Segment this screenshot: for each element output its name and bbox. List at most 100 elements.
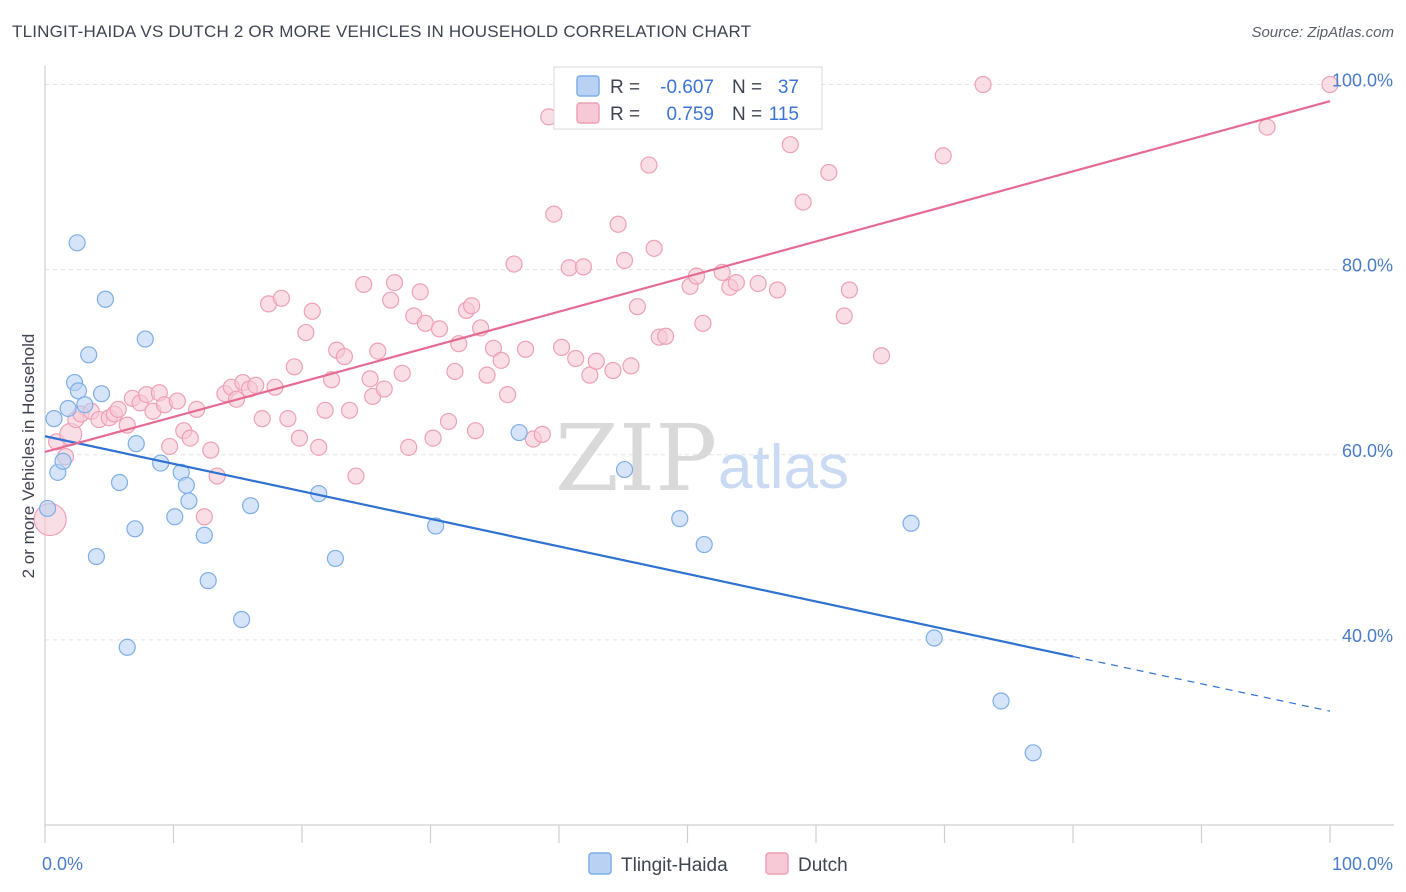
tlingit-haida-point <box>925 629 943 647</box>
dutch-point <box>581 366 599 384</box>
tlingit-haida-point <box>233 610 251 629</box>
dutch-point <box>820 163 838 182</box>
dutch-point <box>347 467 365 485</box>
dutch-point <box>545 205 563 223</box>
tlingit-haida-point <box>68 234 86 252</box>
tlingit-haida-point <box>96 290 114 308</box>
dutch-point <box>195 508 213 526</box>
trend-lines <box>44 100 1331 712</box>
dutch-point <box>400 438 418 456</box>
tlingit-haida-point <box>69 382 88 400</box>
dutch-point <box>567 349 585 368</box>
tlingit-haida-point <box>92 385 111 403</box>
legend-n-label-1: N = <box>732 77 762 98</box>
dutch-point <box>181 429 199 447</box>
dutch-point <box>303 302 321 320</box>
y-tick-label: 100.0% <box>1332 71 1393 91</box>
dutch-point <box>727 273 745 292</box>
dutch-trend-line <box>44 100 1331 454</box>
tlingit-haida-point <box>110 473 129 492</box>
y-tick-label: 60.0% <box>1342 441 1393 461</box>
dutch-point <box>446 362 464 381</box>
tlingit-haida-point <box>992 692 1010 710</box>
dutch-point <box>781 136 799 154</box>
dutch-point <box>411 283 429 301</box>
dutch-point <box>516 340 535 358</box>
series-label-dutch: Dutch <box>798 855 848 876</box>
dutch-point <box>1321 75 1339 94</box>
tlingit-haida-point <box>136 330 154 348</box>
tlingit-haida-point <box>59 399 77 418</box>
axes <box>44 66 1394 843</box>
tlingit-haida-point <box>118 638 136 656</box>
dutch-point <box>247 376 265 394</box>
y-tick-label: 80.0% <box>1342 256 1393 276</box>
dutch-point <box>604 361 622 380</box>
legend-r-label-2: R = <box>610 104 640 125</box>
dutch-point <box>297 323 315 342</box>
correlation-legend: R = -0.607 N = 37 R = 0.759 N = 115 <box>553 66 823 130</box>
watermark-atlas: atlas <box>718 433 849 502</box>
dutch-point <box>272 289 291 307</box>
dutch-point <box>382 291 400 309</box>
dutch-point <box>375 380 393 398</box>
dutch-point <box>285 358 303 376</box>
series-legend: Tlingit-Haida Dutch <box>588 852 848 876</box>
dutch-point <box>279 410 297 428</box>
dutch-point <box>499 385 517 404</box>
legend-r-value-1: -0.607 <box>660 77 714 98</box>
dutch-point <box>574 258 593 276</box>
dutch-point <box>439 412 458 431</box>
dutch-point <box>694 314 712 332</box>
tlingit-haida-points <box>38 234 1042 762</box>
dutch-point <box>533 425 551 443</box>
dutch-point <box>466 422 485 440</box>
x-tick-labels: 0.0% 100.0% <box>42 854 1393 874</box>
tlingit-haida-point <box>615 460 634 479</box>
tlingit-haida-point <box>76 396 94 414</box>
dutch-point <box>622 357 640 375</box>
dutch-point <box>872 347 891 365</box>
dutch-point <box>168 392 186 410</box>
tlingit-haida-point <box>242 497 260 515</box>
legend-n-value-2: 115 <box>769 104 799 125</box>
source-credit: Source: ZipAtlas.com <box>1251 24 1394 41</box>
dutch-point <box>794 193 812 211</box>
tlingit-haida-point <box>1024 744 1042 762</box>
dutch-point <box>463 297 481 315</box>
tlingit-haida-point <box>127 435 145 453</box>
dutch-point <box>253 410 271 428</box>
tlingit-haida-point <box>38 499 57 518</box>
y-axis-label: 2 or more Vehicles in Household <box>19 334 38 579</box>
tlingit-haida-point <box>126 520 144 538</box>
dutch-point <box>161 437 179 456</box>
tlingit-haida-point <box>54 452 72 470</box>
dutch-point <box>109 400 127 419</box>
tlingit-haida-point <box>80 346 98 364</box>
dutch-point <box>340 401 359 419</box>
dutch-point <box>202 441 220 459</box>
tlingit-haida-point <box>45 410 63 428</box>
dutch-point <box>615 251 634 269</box>
dutch-point <box>1258 118 1276 136</box>
dutch-point <box>208 467 226 485</box>
tlingit-haida-point <box>326 549 345 568</box>
dutch-point <box>552 338 571 356</box>
dutch-point <box>478 366 496 384</box>
dutch-point <box>424 429 442 447</box>
tlingit-haida-point <box>695 535 713 554</box>
dutch-point <box>385 273 404 292</box>
dutch-point <box>768 281 787 299</box>
dutch-point <box>974 75 992 94</box>
dutch-point <box>290 429 309 447</box>
x-tick-label: 100.0% <box>1332 854 1393 874</box>
series-label-tlingit-haida: Tlingit-Haida <box>621 855 728 876</box>
tlingit-haida-point <box>199 572 217 590</box>
y-tick-label: 40.0% <box>1342 626 1393 646</box>
dutch-point <box>628 298 646 316</box>
tlingit-haida-trend-line <box>44 435 1074 658</box>
tlingit-haida-point <box>902 514 920 532</box>
x-tick-label: 0.0% <box>42 854 83 874</box>
tlingit-haida-point <box>671 510 689 528</box>
